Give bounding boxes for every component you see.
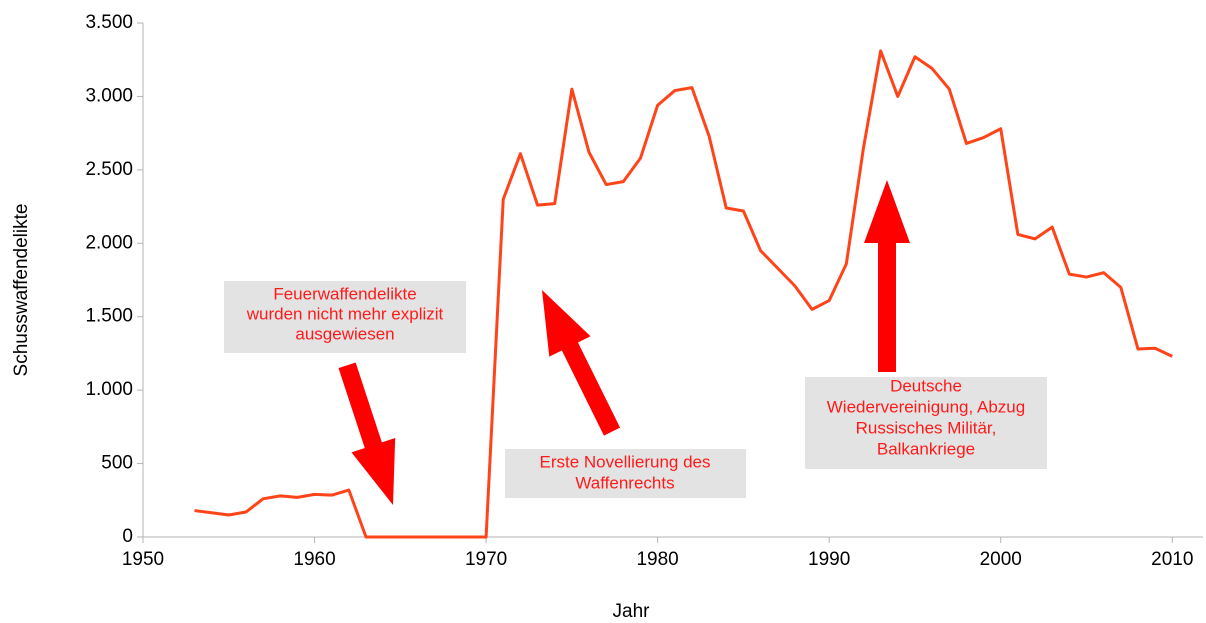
annotation-box (505, 449, 746, 498)
annotation-box (224, 281, 466, 353)
x-tick-label: 1980 (636, 549, 678, 570)
annotation-text: Wiedervereinigung, Abzug (827, 397, 1025, 416)
x-tick-label: 2010 (1151, 549, 1193, 570)
annotation-text: Erste Novellierung des (539, 452, 710, 471)
y-tick-label: 500 (101, 453, 133, 474)
annotation-box (805, 377, 1047, 469)
y-tick-label: 0 (122, 526, 133, 547)
arrow (864, 180, 910, 372)
annotation-text: Balkankriege (877, 439, 975, 458)
data-line (194, 49, 1173, 539)
x-tick-label: 1950 (122, 549, 164, 570)
annotation-text: Waffenrechts (575, 473, 674, 492)
x-tick-label: 1970 (465, 549, 507, 570)
y-tick-label: 2.000 (85, 232, 133, 253)
x-axis-title: Jahr (613, 601, 651, 622)
y-tick-label: 2.500 (85, 159, 133, 180)
y-tick-label: 1.000 (85, 379, 133, 400)
arrow (542, 290, 621, 436)
annotation-text: ausgewiesen (295, 324, 394, 343)
x-tick-label: 1990 (808, 549, 850, 570)
annotation-text: Deutsche (890, 376, 962, 395)
y-axis-title: Schusswaffendelikte (11, 204, 32, 377)
annotation-text: Feuerwaffendelikte (273, 284, 416, 303)
x-tick-label: 1960 (293, 549, 335, 570)
annotation-boxes (224, 281, 1047, 498)
annotation-text: wurden nicht mehr explizit (246, 304, 444, 323)
x-tick-label: 2000 (980, 549, 1022, 570)
y-tick-label: 3.000 (85, 85, 133, 106)
arrow (338, 362, 396, 505)
y-tick-label: 1.500 (85, 306, 133, 327)
arrows (338, 180, 910, 505)
annotation-text: Russisches Militär, (856, 418, 997, 437)
y-tick-label: 3.500 (85, 12, 133, 33)
